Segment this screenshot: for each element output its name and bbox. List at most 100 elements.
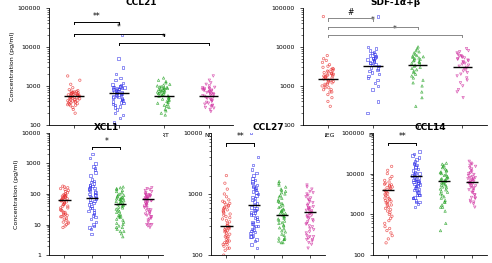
Point (439, 178, 447, 182)
Point (304, 241, 311, 245)
Point (92, 183, 99, 188)
Point (144, 215, 152, 219)
Point (90, 222, 97, 227)
Point (164, 85, 172, 90)
Point (253, 233, 261, 237)
Point (363, 59, 370, 64)
Point (305, 198, 312, 202)
Point (383, 168, 391, 173)
Point (304, 225, 311, 229)
Point (417, 54, 425, 58)
Point (62, 193, 70, 198)
Point (158, 107, 166, 112)
Point (86, 152, 93, 156)
Point (442, 177, 450, 181)
Point (67, 97, 75, 102)
Point (309, 220, 317, 224)
Point (224, 244, 232, 248)
Point (109, 89, 117, 93)
Point (63, 221, 71, 225)
Point (143, 222, 151, 227)
Point (306, 210, 313, 214)
Point (305, 200, 312, 204)
Point (385, 225, 393, 229)
Point (208, 90, 216, 95)
Point (413, 181, 421, 185)
Point (413, 45, 421, 49)
Point (225, 242, 233, 246)
Point (304, 192, 312, 196)
Point (113, 195, 121, 200)
Point (252, 224, 260, 228)
Point (159, 98, 167, 102)
Point (248, 208, 256, 213)
Point (62, 186, 70, 190)
Point (409, 162, 417, 166)
Point (275, 223, 283, 227)
Point (60, 222, 67, 227)
Point (415, 167, 423, 171)
Point (199, 100, 207, 104)
Point (114, 193, 122, 198)
Point (112, 201, 120, 205)
Point (251, 220, 259, 224)
Point (279, 211, 287, 216)
Point (65, 96, 73, 100)
Point (165, 81, 173, 85)
Point (306, 187, 314, 191)
Point (459, 55, 467, 59)
Point (305, 246, 313, 250)
Point (413, 189, 421, 193)
Point (309, 205, 317, 209)
Point (436, 187, 444, 191)
Point (387, 198, 395, 203)
Point (330, 88, 338, 92)
Point (419, 56, 427, 60)
Point (327, 64, 335, 68)
Point (409, 153, 417, 158)
Point (159, 93, 167, 97)
Point (465, 174, 473, 179)
Point (119, 201, 127, 205)
Point (412, 173, 420, 178)
Point (140, 195, 148, 200)
Point (282, 236, 290, 240)
Point (68, 99, 76, 103)
Point (115, 189, 123, 194)
Point (88, 220, 95, 224)
Point (64, 98, 72, 102)
Point (278, 239, 286, 243)
Point (306, 191, 314, 195)
Title: CCL27: CCL27 (252, 123, 284, 132)
Point (464, 57, 472, 62)
Point (147, 209, 154, 213)
Point (470, 167, 478, 171)
Point (282, 195, 290, 199)
Point (277, 187, 284, 191)
Point (250, 213, 258, 217)
Point (112, 218, 120, 222)
Point (155, 99, 163, 104)
Point (91, 199, 98, 203)
Point (208, 96, 216, 100)
Point (57, 200, 64, 204)
Point (410, 65, 418, 69)
Point (410, 60, 418, 64)
Point (385, 192, 393, 196)
Point (160, 102, 168, 106)
Point (442, 198, 450, 203)
Point (411, 81, 419, 85)
Point (413, 63, 421, 67)
Point (222, 200, 230, 204)
Point (278, 241, 286, 245)
Point (461, 59, 469, 64)
Point (57, 212, 65, 216)
Point (384, 202, 392, 206)
Point (309, 218, 317, 222)
Point (114, 199, 122, 203)
Point (318, 70, 326, 74)
Point (248, 231, 256, 235)
Point (416, 164, 424, 169)
Point (221, 187, 229, 191)
Point (71, 111, 79, 115)
